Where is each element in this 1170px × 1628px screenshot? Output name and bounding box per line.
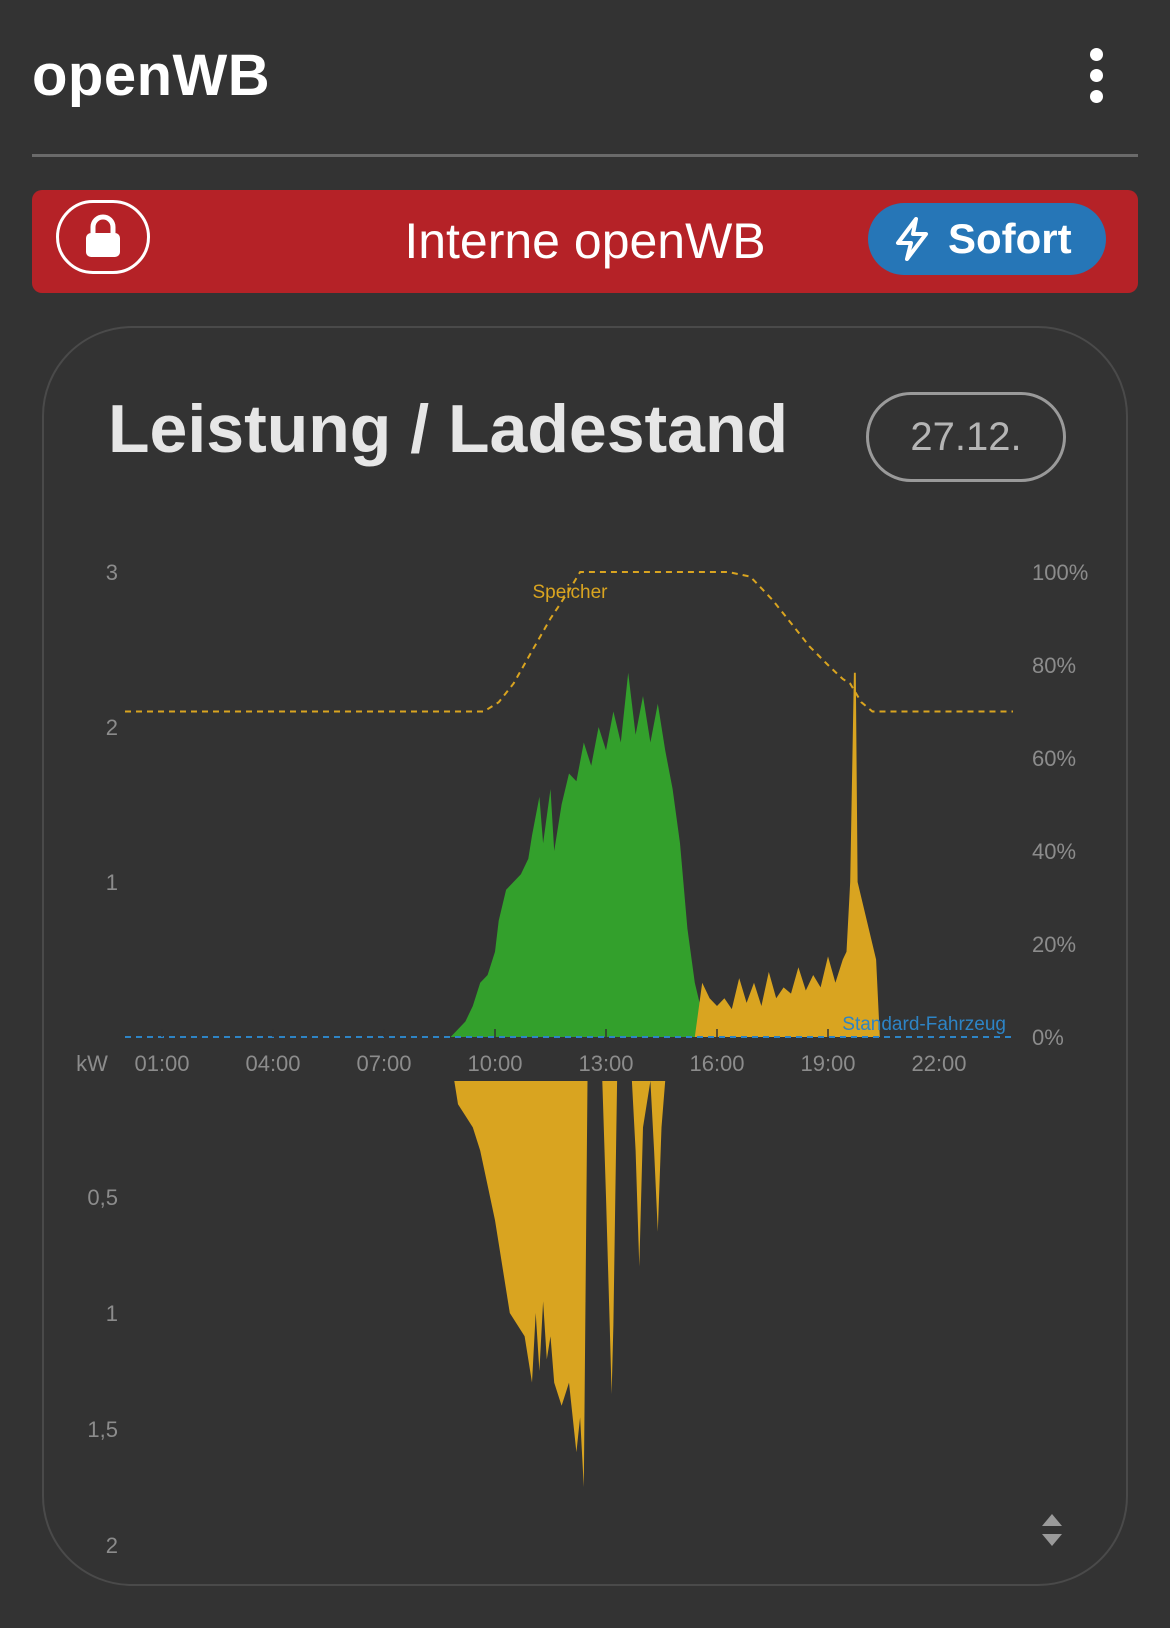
charge-mode-label: Sofort <box>948 215 1072 262</box>
y2-tick-label: 0% <box>1032 1025 1064 1050</box>
date-button[interactable]: 27.12. <box>866 392 1066 482</box>
lock-button[interactable] <box>56 200 150 274</box>
y-tick-label: 3 <box>106 560 118 585</box>
y-tick-label-negative: 0,5 <box>87 1185 118 1210</box>
x-tick-label: 22:00 <box>911 1051 966 1076</box>
vehicle-label: Standard-Fahrzeug <box>842 1014 1006 1035</box>
y-unit-label: kW <box>76 1051 108 1076</box>
y-tick-label-negative: 1 <box>106 1301 118 1326</box>
x-tick-label: 16:00 <box>689 1051 744 1076</box>
y2-tick-label: 60% <box>1032 746 1076 771</box>
y-tick-label-negative: 2 <box>106 1533 118 1558</box>
speicher-label: Speicher <box>533 582 609 603</box>
x-tick-label: 01:00 <box>134 1051 189 1076</box>
charge-mode-button[interactable]: Sofort <box>868 203 1106 275</box>
card-title: Leistung / Ladestand <box>108 391 789 467</box>
x-tick-label: 13:00 <box>578 1051 633 1076</box>
x-tick-label: 10:00 <box>467 1051 522 1076</box>
y-tick-label: 1 <box>106 870 118 895</box>
y2-tick-label: 80% <box>1032 653 1076 678</box>
area-series-pv <box>125 672 1013 1037</box>
y-tick-label-negative: 1,5 <box>87 1417 118 1442</box>
y2-tick-label: 20% <box>1032 932 1076 957</box>
sort-toggle-icon[interactable] <box>1040 1510 1064 1550</box>
y2-tick-label: 100% <box>1032 560 1088 585</box>
lock-icon <box>86 214 120 257</box>
area-series-grid-negative <box>125 1081 1013 1487</box>
power-chart-card: Leistung / Ladestand 27.12. <box>42 326 1128 1586</box>
x-tick-label: 07:00 <box>356 1051 411 1076</box>
app-title: openWB <box>32 43 271 108</box>
y-tick-label: 2 <box>106 715 118 740</box>
x-tick-label: 19:00 <box>800 1051 855 1076</box>
more-vert-icon[interactable] <box>1080 48 1112 108</box>
app-bar: openWB <box>0 0 1170 160</box>
y2-tick-label: 40% <box>1032 839 1076 864</box>
chargepoint-header: Interne openWB Sofort <box>32 190 1138 293</box>
x-tick-label: 04:00 <box>245 1051 300 1076</box>
divider <box>32 154 1138 157</box>
bolt-icon <box>896 217 928 261</box>
chargepoint-name: Interne openWB <box>404 213 766 269</box>
